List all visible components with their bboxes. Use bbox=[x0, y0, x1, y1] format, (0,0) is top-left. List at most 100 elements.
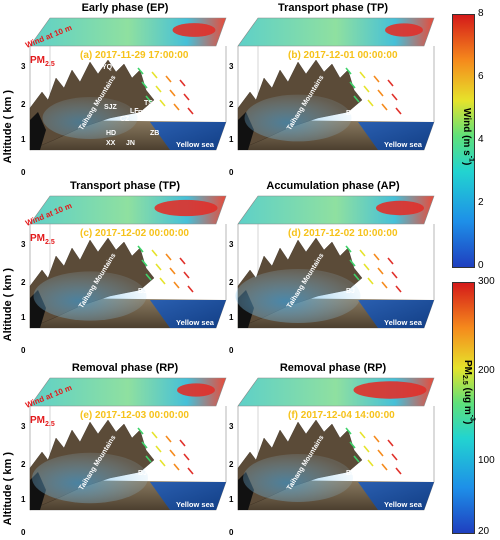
panel-1-pm-plume bbox=[42, 97, 138, 139]
panel-3-wind-vector bbox=[169, 267, 176, 275]
panel-1-wind-layer bbox=[29, 17, 227, 47]
panel-6-graphic bbox=[237, 377, 435, 511]
panel-4-wind-vector bbox=[395, 285, 402, 293]
panel-3-wind-vector bbox=[173, 281, 180, 289]
panel-3-wind-vector bbox=[141, 259, 148, 267]
panel-3-strong-wind-zone bbox=[154, 199, 218, 217]
panel-5-wind-vector bbox=[165, 435, 172, 443]
panel-2-sea bbox=[358, 122, 434, 150]
panel-5-label-bj: BJ bbox=[138, 470, 147, 477]
panel-4-altitude-tick: 2 bbox=[229, 278, 234, 287]
wind-colorbar-label-close: ) bbox=[461, 161, 472, 166]
panel-4-graphic bbox=[235, 195, 435, 329]
panel-6-label-bj: BJ bbox=[346, 470, 355, 477]
panel-6-date: (f) 2017-12-04 14:00:00 bbox=[288, 410, 395, 421]
panel-3-sea bbox=[150, 300, 226, 328]
panel-2-wind-vector bbox=[381, 103, 388, 111]
panel-1-wind-vector bbox=[155, 85, 162, 93]
panel-2-wind-vector bbox=[387, 79, 394, 87]
wind-ticks-tick: 4 bbox=[478, 134, 484, 145]
panel-graphics bbox=[29, 17, 435, 511]
panel-2-altitude-tick: 2 bbox=[229, 100, 234, 109]
panel-1-label-zb: ZB bbox=[150, 130, 160, 137]
panel-1-label-hd: HD bbox=[106, 130, 117, 137]
panel-1-wind-vector bbox=[145, 95, 152, 103]
panel-4-wind-vector bbox=[367, 277, 374, 285]
panel-4-pm-plume bbox=[235, 269, 361, 323]
panel-3-wind-vector bbox=[159, 277, 166, 285]
panel-6-wind-vector bbox=[345, 427, 352, 435]
panel-4-wind-vector bbox=[363, 263, 370, 271]
panel-6-altitude-tick: 3 bbox=[229, 422, 234, 431]
panel-2-label-yellow: Yellow sea bbox=[384, 140, 422, 149]
panel-3-label-bj: BJ bbox=[138, 288, 147, 295]
panel-1-wind-vector bbox=[187, 107, 194, 115]
panel-2-wind-vector bbox=[395, 107, 402, 115]
panel-2-date: (b) 2017-12-01 00:00:00 bbox=[288, 50, 398, 61]
panel-2-wind-vector bbox=[359, 71, 366, 79]
panel-5-wind-vector bbox=[169, 449, 176, 457]
panel-6-wind-vector bbox=[359, 431, 366, 439]
wind-colorbar-label: Wind (m s-1) bbox=[461, 108, 474, 165]
panel-1-label-bj: BJ bbox=[138, 110, 147, 117]
pm-colorbar-label-sup: -3 bbox=[468, 414, 476, 421]
panel-2-wind-layer bbox=[237, 17, 435, 47]
panel-2-wind-vector bbox=[391, 93, 398, 101]
panel-4-wind-vector bbox=[373, 253, 380, 261]
panel-3-wind-vector bbox=[165, 253, 172, 261]
panel-5-date: (e) 2017-12-03 00:00:00 bbox=[80, 410, 189, 421]
panel-1-graphic bbox=[29, 17, 227, 151]
panel-1-label-ts: TS bbox=[144, 100, 153, 107]
panel-3-wind-vector bbox=[151, 249, 158, 257]
panel-2-strong-wind-zone bbox=[385, 23, 423, 37]
panel-1-label-yellow: Yellow sea bbox=[176, 140, 214, 149]
panel-5-graphic bbox=[29, 377, 227, 511]
panel-5-label-yellow: Yellow sea bbox=[176, 500, 214, 509]
pm-ticks-tick: 100 bbox=[478, 454, 495, 466]
panel-1-date: (a) 2017-11-29 17:00:00 bbox=[80, 50, 189, 61]
panel-1-label-yq: YQ bbox=[102, 64, 113, 71]
pm-label-sub: 2.5 bbox=[45, 421, 55, 428]
panel-5-wind-vector bbox=[137, 427, 144, 435]
panel-6-wind-vector bbox=[377, 449, 384, 457]
panel-3-pm-label: PM2.5 bbox=[30, 233, 55, 246]
panel-5-wind-vector bbox=[159, 459, 166, 467]
panel-4-wind-vector bbox=[353, 273, 360, 281]
panel-6-wind-vector bbox=[395, 467, 402, 475]
panel-3-altitude-tick: 2 bbox=[21, 278, 26, 287]
panel-4-wind-vector bbox=[387, 257, 394, 265]
pm-label-sub: 2.5 bbox=[45, 239, 55, 246]
panel-1-altitude-tick: 2 bbox=[21, 100, 26, 109]
panel-2-title: Transport phase (TP) bbox=[277, 2, 389, 14]
panel-1-pm-label: PM2.5 bbox=[30, 55, 55, 68]
panel-2-pm-plume bbox=[244, 94, 352, 142]
panel-6-wind-vector bbox=[353, 455, 360, 463]
pm-label-main: PM bbox=[30, 415, 45, 426]
panel-3-wind-vector bbox=[179, 257, 186, 265]
panel-3-altitude-tick: 1 bbox=[21, 313, 26, 322]
panel-5-wind-layer bbox=[29, 377, 227, 407]
panel-1-wind-vector bbox=[141, 81, 148, 89]
panel-2-label-bj: BJ bbox=[346, 110, 355, 117]
panel-2-wind-vector bbox=[349, 81, 356, 89]
wind-ticks-tick: 0 bbox=[478, 260, 484, 271]
panel-4-wind-vector bbox=[359, 249, 366, 257]
panel-3-pm-plume bbox=[33, 271, 147, 321]
panel-2-label-bohai: Bohai sea bbox=[378, 112, 414, 121]
panel-4-wind-vector bbox=[349, 259, 356, 267]
panel-4-label-bohai: Bohai sea bbox=[378, 290, 414, 299]
panel-6-wind-vector bbox=[373, 435, 380, 443]
panel-4-strong-wind-zone bbox=[376, 200, 424, 216]
panel-1-title: Early phase (EP) bbox=[81, 2, 169, 14]
pm-label-main: PM bbox=[30, 233, 45, 244]
panel-3-label-yellow: Yellow sea bbox=[176, 318, 214, 327]
panel-1-label-lf: LF bbox=[130, 108, 139, 115]
panel-6-wind-vector bbox=[381, 463, 388, 471]
pm-colorbar-label: PM2.5 (ug m-3) bbox=[461, 360, 475, 424]
panel-1-altitude-tick: 1 bbox=[21, 135, 26, 144]
panel-1-wind-vector bbox=[173, 103, 180, 111]
panel-3-altitude-tick: 3 bbox=[21, 240, 26, 249]
pm-colorbar-label-close: ) bbox=[462, 420, 473, 425]
panel-6-title: Removal phase (RP) bbox=[279, 362, 387, 374]
panel-1-strong-wind-zone bbox=[172, 23, 216, 37]
